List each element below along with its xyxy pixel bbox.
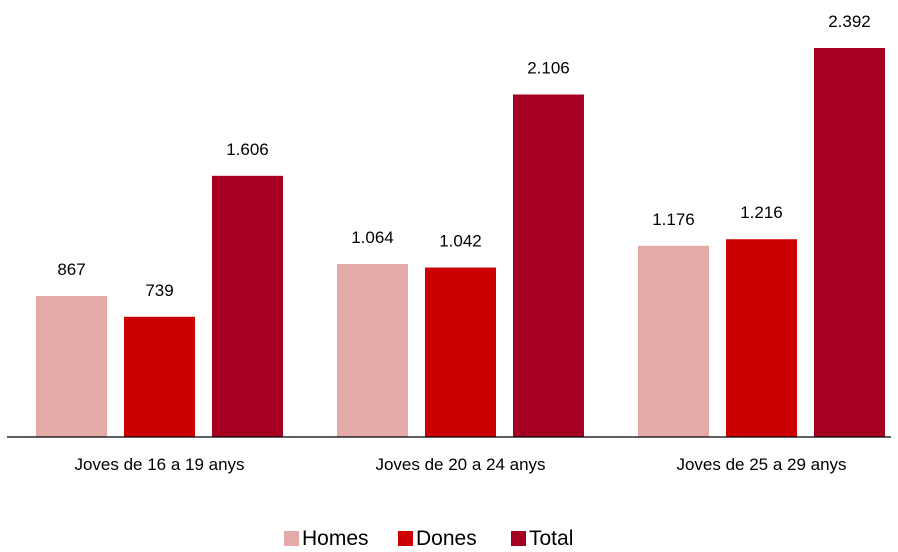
- bar-homes-2: [337, 263, 408, 437]
- bar-dones-1: [124, 316, 195, 437]
- data-label-dones-1: 739: [145, 281, 173, 300]
- data-label-homes-2: 1.064: [351, 228, 394, 247]
- data-label-total-2: 2.106: [527, 59, 570, 78]
- legend-label-homes: Homes: [302, 527, 369, 547]
- legend-swatch-total: [511, 531, 526, 546]
- data-label-homes-3: 1.176: [652, 210, 695, 229]
- bar-dones-3: [726, 239, 797, 437]
- x-tick-label-2: Joves de 20 a 24 anys: [375, 455, 545, 474]
- bar-homes-1: [36, 296, 107, 437]
- legend-item-dones: Dones: [398, 527, 477, 550]
- bar-total-1: [212, 175, 283, 437]
- data-label-dones-2: 1.042: [439, 232, 482, 251]
- x-tick-label-1: Joves de 16 a 19 anys: [74, 455, 244, 474]
- legend-label-dones: Dones: [416, 527, 477, 547]
- legend-item-total: Total: [511, 527, 573, 550]
- bars-layer: [36, 48, 885, 438]
- legend-swatch-homes: [284, 531, 299, 546]
- data-label-total-3: 2.392: [828, 12, 871, 31]
- x-tick-labels-layer: Joves de 16 a 19 anys Joves de 20 a 24 an…: [74, 455, 846, 474]
- legend-swatch-dones: [398, 531, 413, 546]
- legend-label-total: Total: [529, 527, 573, 547]
- data-labels-layer: 867 739 1.606 1.064 1.042 2.106 1.176 1.216 2.39…: [57, 12, 870, 300]
- bar-dones-2: [425, 267, 496, 437]
- bar-homes-3: [638, 245, 709, 437]
- data-label-dones-3: 1.216: [740, 203, 783, 222]
- x-tick-label-3: Joves de 25 a 29 anys: [676, 455, 846, 474]
- bar-total-2: [513, 94, 584, 438]
- data-label-homes-1: 867: [57, 260, 85, 279]
- bar-total-3: [814, 48, 885, 437]
- data-label-total-1: 1.606: [226, 140, 269, 159]
- legend: Homes Dones Total: [284, 527, 573, 550]
- legend-item-homes: Homes: [284, 527, 369, 550]
